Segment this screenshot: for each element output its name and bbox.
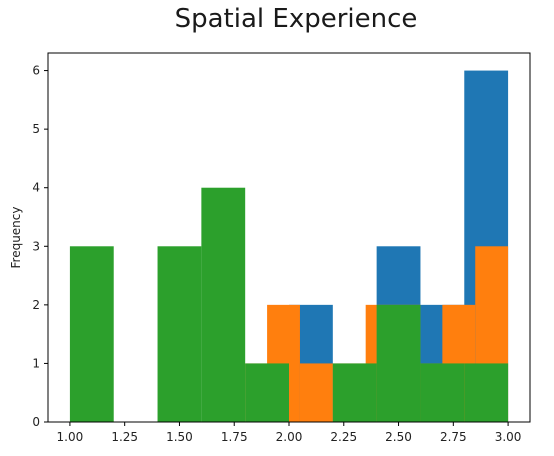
histogram-bar-s2-b4 <box>332 363 377 422</box>
y-axis-label: Frequency <box>9 207 23 269</box>
histogram-bar-s2-b5 <box>376 304 421 422</box>
y-tick-label: 4 <box>32 181 40 195</box>
bars-layer <box>69 70 509 423</box>
x-axis: 1.00 1.25 1.50 1.75 2.00 2.25 2.50 2.75 3.00 <box>57 422 522 444</box>
x-tick-label: 2.25 <box>330 430 357 444</box>
y-tick-label: 2 <box>32 298 40 312</box>
x-tick-label: 2.00 <box>276 430 303 444</box>
x-tick-label: 1.75 <box>221 430 248 444</box>
x-tick-label: 1.50 <box>166 430 193 444</box>
chart-title: Spatial Experience <box>174 4 418 34</box>
x-tick-label: 1.00 <box>57 430 84 444</box>
x-tick-label: 3.00 <box>495 430 522 444</box>
y-axis: 0 1 2 3 4 5 6 <box>32 64 48 429</box>
y-tick-label: 5 <box>32 122 40 136</box>
y-tick-label: 3 <box>32 239 40 253</box>
histogram-bar-s1-b2 <box>299 363 333 422</box>
histogram-bar-s2-b2 <box>201 187 246 422</box>
histogram-bar-s2-b3 <box>245 363 289 422</box>
histogram-bar-s2-b1 <box>157 246 202 422</box>
x-tick-label: 2.50 <box>385 430 412 444</box>
y-tick-label: 0 <box>32 415 40 429</box>
histogram-bar-s2-b7 <box>464 363 509 422</box>
y-tick-label: 6 <box>32 64 40 78</box>
histogram-bar-s2-b6 <box>420 363 465 422</box>
x-tick-label: 2.75 <box>440 430 467 444</box>
x-tick-label: 1.25 <box>111 430 138 444</box>
histogram-bar-s2-b0 <box>69 246 114 422</box>
y-tick-label: 1 <box>32 356 40 370</box>
